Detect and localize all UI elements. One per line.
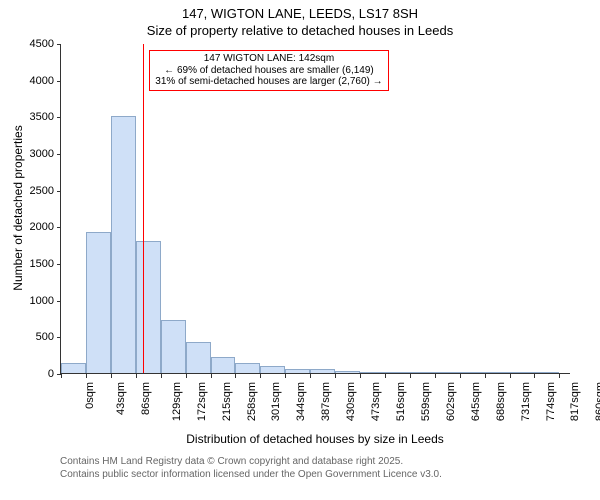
histogram-bar bbox=[211, 357, 236, 373]
ytick-label: 0 bbox=[0, 368, 54, 380]
footer-line1: Contains HM Land Registry data © Crown c… bbox=[60, 456, 403, 467]
xtick-label: 602sqm bbox=[445, 382, 457, 421]
reference-line bbox=[143, 44, 144, 373]
histogram-bar bbox=[186, 342, 211, 373]
histogram-bar bbox=[510, 372, 535, 373]
histogram-bar bbox=[136, 241, 161, 373]
xtick-mark bbox=[285, 374, 286, 378]
histogram-bar bbox=[260, 366, 285, 373]
xtick-label: 817sqm bbox=[570, 382, 582, 421]
ytick-mark bbox=[57, 154, 61, 155]
xtick-mark bbox=[111, 374, 112, 378]
xtick-label: 559sqm bbox=[420, 382, 432, 421]
histogram-bar bbox=[285, 369, 310, 373]
xtick-label: 86sqm bbox=[140, 382, 152, 415]
x-axis-label: Distribution of detached houses by size … bbox=[60, 432, 570, 446]
histogram-bar bbox=[435, 372, 460, 373]
xtick-mark bbox=[161, 374, 162, 378]
xtick-label: 430sqm bbox=[345, 382, 357, 421]
histogram-bar bbox=[410, 372, 435, 373]
xtick-label: 731sqm bbox=[520, 382, 532, 421]
xtick-label: 774sqm bbox=[545, 382, 557, 421]
chart-container: 147, WIGTON LANE, LEEDS, LS17 8SH Size o… bbox=[0, 0, 600, 500]
footer-line2: Contains public sector information licen… bbox=[60, 469, 442, 480]
xtick-mark bbox=[559, 374, 560, 378]
xtick-label: 43sqm bbox=[115, 382, 127, 415]
xtick-label: 0sqm bbox=[84, 382, 96, 409]
ytick-mark bbox=[57, 117, 61, 118]
xtick-label: 301sqm bbox=[271, 382, 283, 421]
xtick-mark bbox=[86, 374, 87, 378]
xtick-mark bbox=[460, 374, 461, 378]
xtick-label: 129sqm bbox=[171, 382, 183, 421]
annotation-line: 31% of semi-detached houses are larger (… bbox=[155, 76, 382, 88]
ytick-label: 1000 bbox=[0, 295, 54, 307]
xtick-label: 258sqm bbox=[246, 382, 258, 421]
ytick-label: 2500 bbox=[0, 185, 54, 197]
ytick-mark bbox=[57, 44, 61, 45]
ytick-label: 3000 bbox=[0, 148, 54, 160]
xtick-mark bbox=[360, 374, 361, 378]
histogram-bar bbox=[86, 232, 111, 373]
chart-title-line2: Size of property relative to detached ho… bbox=[0, 23, 600, 38]
xtick-label: 645sqm bbox=[470, 382, 482, 421]
xtick-mark bbox=[435, 374, 436, 378]
ytick-mark bbox=[57, 337, 61, 338]
histogram-bar bbox=[310, 369, 335, 373]
ytick-label: 500 bbox=[0, 331, 54, 343]
histogram-bar bbox=[161, 320, 186, 373]
histogram-bar bbox=[111, 116, 136, 373]
y-axis-label: Number of detached properties bbox=[11, 118, 25, 298]
annotation-line: 147 WIGTON LANE: 142sqm bbox=[155, 53, 382, 65]
xtick-label: 688sqm bbox=[495, 382, 507, 421]
ytick-label: 2000 bbox=[0, 221, 54, 233]
ytick-mark bbox=[57, 264, 61, 265]
histogram-bar bbox=[485, 372, 510, 373]
histogram-bar bbox=[360, 372, 385, 373]
annotation-box: 147 WIGTON LANE: 142sqm← 69% of detached… bbox=[149, 50, 388, 91]
xtick-label: 860sqm bbox=[595, 382, 600, 421]
xtick-mark bbox=[211, 374, 212, 378]
ytick-mark bbox=[57, 81, 61, 82]
xtick-label: 473sqm bbox=[370, 382, 382, 421]
histogram-bar bbox=[534, 372, 559, 373]
ytick-label: 3500 bbox=[0, 111, 54, 123]
xtick-label: 215sqm bbox=[221, 382, 233, 421]
xtick-mark bbox=[335, 374, 336, 378]
xtick-mark bbox=[510, 374, 511, 378]
histogram-bar bbox=[61, 363, 86, 373]
ytick-label: 1500 bbox=[0, 258, 54, 270]
ytick-mark bbox=[57, 301, 61, 302]
xtick-label: 387sqm bbox=[320, 382, 332, 421]
xtick-mark bbox=[534, 374, 535, 378]
xtick-mark bbox=[485, 374, 486, 378]
xtick-mark bbox=[410, 374, 411, 378]
xtick-label: 516sqm bbox=[395, 382, 407, 421]
histogram-bar bbox=[385, 372, 410, 373]
xtick-mark bbox=[235, 374, 236, 378]
histogram-bar bbox=[335, 371, 360, 373]
xtick-mark bbox=[385, 374, 386, 378]
xtick-label: 172sqm bbox=[196, 382, 208, 421]
xtick-label: 344sqm bbox=[296, 382, 308, 421]
ytick-mark bbox=[57, 227, 61, 228]
xtick-mark bbox=[310, 374, 311, 378]
histogram-bar bbox=[460, 372, 485, 373]
xtick-mark bbox=[260, 374, 261, 378]
ytick-mark bbox=[57, 191, 61, 192]
xtick-mark bbox=[61, 374, 62, 378]
histogram-bar bbox=[235, 363, 260, 373]
ytick-label: 4000 bbox=[0, 75, 54, 87]
xtick-mark bbox=[186, 374, 187, 378]
plot-area: 147 WIGTON LANE: 142sqm← 69% of detached… bbox=[60, 44, 570, 374]
ytick-label: 4500 bbox=[0, 38, 54, 50]
xtick-mark bbox=[136, 374, 137, 378]
chart-title-line1: 147, WIGTON LANE, LEEDS, LS17 8SH bbox=[0, 6, 600, 21]
annotation-line: ← 69% of detached houses are smaller (6,… bbox=[155, 65, 382, 77]
